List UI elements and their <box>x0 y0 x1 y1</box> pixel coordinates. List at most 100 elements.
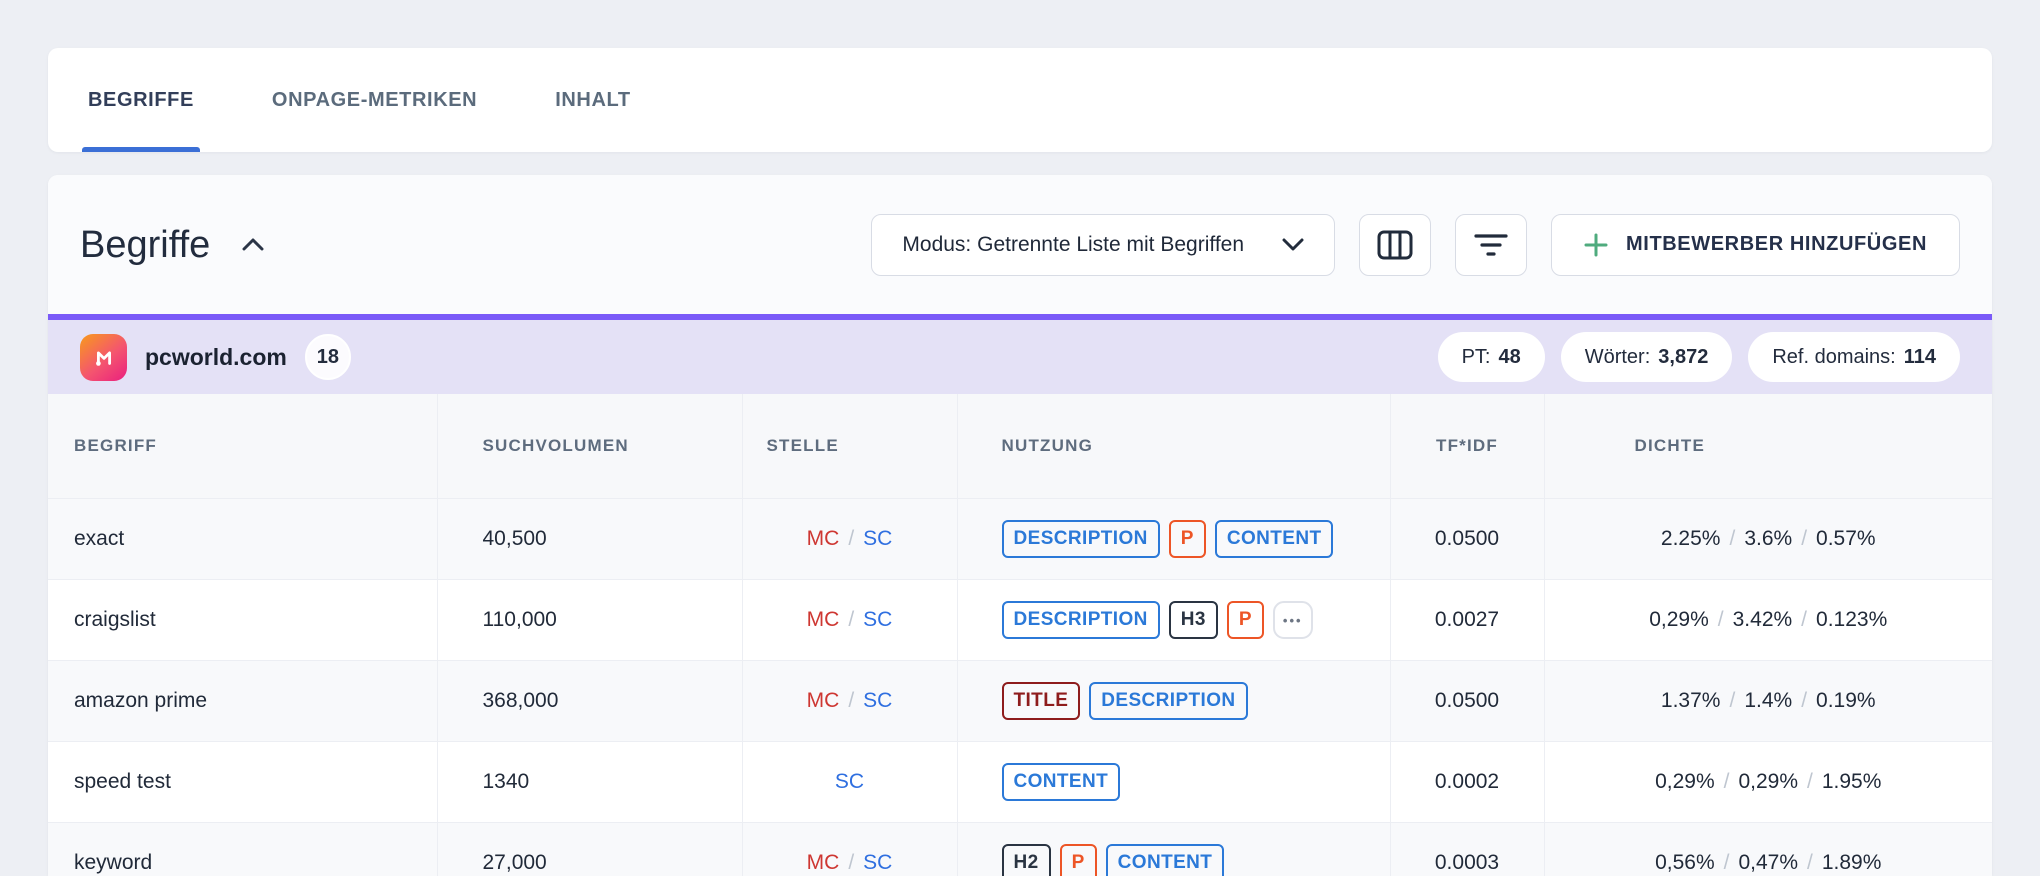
usage-cell: CONTENT <box>956 741 1390 823</box>
stelle-cell: MC / SC <box>741 822 957 876</box>
stelle-sc: SC <box>863 527 893 550</box>
tag-badge-p: P <box>1226 601 1264 639</box>
mode-select[interactable]: Modus: Getrennte Liste mit Begriffen <box>871 213 1336 276</box>
stat-value: 3,872 <box>1658 345 1709 368</box>
filter-button[interactable] <box>1455 213 1528 276</box>
tag-badge-h2: H2 <box>1001 844 1051 876</box>
density-value: 0.123% <box>1816 608 1888 631</box>
stat-pill-woerter: Wörter: 3,872 <box>1560 332 1733 382</box>
stelle-cell: MC / SC <box>741 498 957 580</box>
tfidf-cell: 0.0003 <box>1389 822 1544 876</box>
toolbar-controls: Modus: Getrennte Liste mit Begriffen <box>871 213 1960 276</box>
column-header-dichte: DICHTE <box>1543 394 1992 499</box>
stelle-cell: MC / SC <box>741 660 957 742</box>
domain-info: pcworld.com 18 <box>80 333 351 381</box>
stat-value: 48 <box>1498 345 1521 368</box>
table-header-row: BEGRIFF SUCHVOLUMEN STELLE NUTZUNG TF*IDF DIC… <box>48 394 1992 499</box>
filter-icon <box>1474 233 1508 257</box>
column-header-usage: NUTZUNG <box>956 394 1390 499</box>
columns-settings-button[interactable] <box>1359 213 1432 276</box>
column-header-keyword: BEGRIFF <box>48 394 437 499</box>
keyword-cell: exact <box>74 527 125 550</box>
table-row: keyword 27,000 MC / SC H2 P CONTENT 0.0003 0,56% /… <box>48 822 1992 876</box>
usage-cell: TITLE DESCRIPTION <box>956 660 1390 742</box>
density-value: 0.57% <box>1816 527 1876 550</box>
tag-badge-content: CONTENT <box>1105 844 1225 876</box>
keyword-cell: speed test <box>74 770 171 793</box>
tab-inhalt[interactable]: INHALT <box>555 88 631 111</box>
stelle-cell: MC / SC <box>741 579 957 661</box>
stelle-mc: MC <box>806 851 840 874</box>
slash-separator: / <box>1807 770 1813 793</box>
slash-separator: / <box>848 608 855 631</box>
tfidf-cell: 0.0002 <box>1389 741 1544 823</box>
add-competitor-label: MITBEWERBER HINZUFÜGEN <box>1626 233 1927 255</box>
stat-label: Wörter: <box>1584 345 1651 368</box>
slash-separator: / <box>848 527 855 550</box>
density-cell: 1.37% / 1.4% / 0.19% <box>1543 660 1992 742</box>
tag-badge-description: DESCRIPTION <box>1001 520 1160 558</box>
slash-separator: / <box>1801 608 1808 631</box>
tab-onpage-metriken[interactable]: ONPAGE-METRIKEN <box>271 88 478 111</box>
tab-begriffe[interactable]: BEGRIFFE <box>82 48 200 152</box>
density-value: 1.4% <box>1744 689 1793 712</box>
column-header-stelle: STELLE <box>741 394 957 499</box>
tag-badge-p: P <box>1059 844 1097 876</box>
terms-toolbar: Begriffe Modus: Getrennte Liste mit Begr… <box>48 175 1992 314</box>
mode-select-label: Modus: Getrennte Liste mit Begriffen <box>902 232 1245 256</box>
slash-separator: / <box>1717 608 1724 631</box>
keyword-cell: keyword <box>74 851 153 874</box>
columns-icon <box>1377 230 1413 260</box>
search-volume-cell: 110,000 <box>436 579 742 661</box>
stelle-cell: SC <box>741 741 957 823</box>
slash-separator: / <box>1723 770 1730 793</box>
terms-panel: Begriffe Modus: Getrennte Liste mit Begr… <box>48 175 1992 876</box>
density-value: 0,29% <box>1738 770 1799 793</box>
density-value: 1.95% <box>1821 770 1882 793</box>
slash-separator: / <box>1729 689 1736 712</box>
search-volume-cell: 368,000 <box>436 660 742 742</box>
search-volume-cell: 27,000 <box>436 822 742 876</box>
table-body: exact 40,500 MC / SC DESCRIPTION P CONTENT 0.050… <box>48 498 1992 876</box>
tfidf-cell: 0.0500 <box>1389 660 1544 742</box>
usage-cell: H2 P CONTENT <box>956 822 1390 876</box>
column-header-volume: SUCHVOLUMEN <box>436 394 742 499</box>
usage-cell: DESCRIPTION H3 P ••• <box>956 579 1390 661</box>
domain-stats: PT: 48 Wörter: 3,872 Ref. domains: 114 <box>1437 332 1960 382</box>
stat-label: PT: <box>1461 345 1491 368</box>
usage-cell: DESCRIPTION P CONTENT <box>956 498 1390 580</box>
column-header-tfidf: TF*IDF <box>1389 394 1544 499</box>
density-value: 1.37% <box>1660 689 1721 712</box>
add-competitor-button[interactable]: MITBEWERBER HINZUFÜGEN <box>1551 213 1960 276</box>
tag-badge-title: TITLE <box>1001 682 1081 720</box>
competitor-row-pcworld[interactable]: pcworld.com 18 PT: 48 Wörter: 3,872 Ref. dom… <box>48 314 1992 394</box>
table-row: speed test 1340 SC CONTENT 0.0002 0,29%/0,29%… <box>48 741 1992 823</box>
density-cell: 0,56% / 0,47% / 1.89% <box>1543 822 1992 876</box>
keyword-cell: craigslist <box>74 608 156 631</box>
collapse-section-button[interactable] <box>236 232 270 257</box>
slash-separator: / <box>1801 527 1808 550</box>
stelle-sc: SC <box>834 770 865 793</box>
tag-badge-p: P <box>1168 520 1206 558</box>
terms-table: BEGRIFF SUCHVOLUMEN STELLE NUTZUNG TF*IDF DIC… <box>48 394 1992 876</box>
density-value: 3.42% <box>1732 608 1793 631</box>
tag-badge-h3: H3 <box>1168 601 1218 639</box>
stelle-mc: MC <box>806 689 840 712</box>
stat-pill-ref-domains: Ref. domains: 114 <box>1748 332 1960 382</box>
slash-separator: / <box>1801 689 1808 712</box>
density-value: 2.25% <box>1660 527 1721 550</box>
tag-badge-content: CONTENT <box>1001 763 1121 801</box>
keyword-cell: amazon prime <box>74 689 208 712</box>
density-value: 0,47% <box>1738 851 1799 874</box>
domain-favicon <box>80 333 127 381</box>
tag-badge-description: DESCRIPTION <box>1001 601 1160 639</box>
stat-value: 114 <box>1903 345 1936 368</box>
tag-badge-description: DESCRIPTION <box>1089 682 1248 720</box>
domain-name: pcworld.com <box>145 343 287 370</box>
more-tags-badge[interactable]: ••• <box>1272 601 1313 639</box>
stelle-mc: MC <box>806 527 840 550</box>
stelle-mc: MC <box>806 608 840 631</box>
density-value: 0,56% <box>1655 851 1715 874</box>
table-row: craigslist 110,000 MC / SC DESCRIPTION H3 P ••• 0… <box>48 579 1992 661</box>
